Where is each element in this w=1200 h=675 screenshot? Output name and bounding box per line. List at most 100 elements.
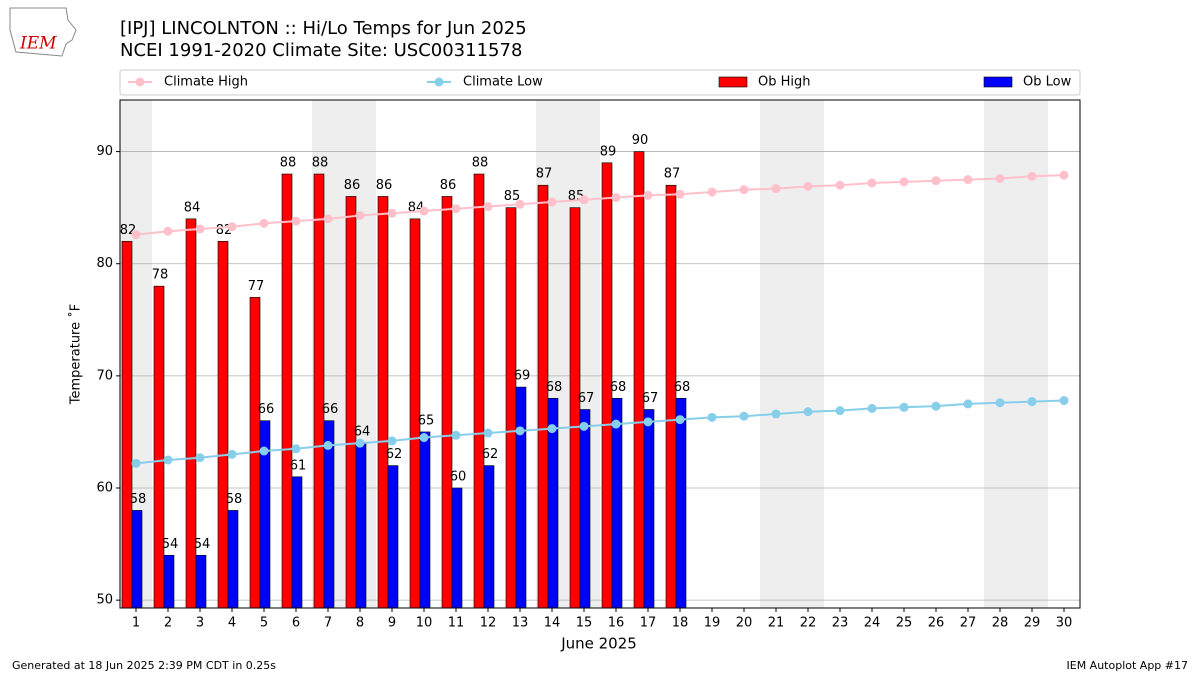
data-label: 60 <box>450 470 467 485</box>
data-label: 87 <box>536 167 553 182</box>
data-label: 88 <box>280 156 297 171</box>
point <box>131 458 141 468</box>
bar <box>665 184 677 609</box>
x-tick-label: 1 <box>132 616 140 631</box>
data-label: 54 <box>194 537 211 552</box>
point <box>931 401 941 411</box>
data-label: 58 <box>226 492 243 507</box>
x-tick-label: 30 <box>1056 616 1073 631</box>
point <box>515 426 525 436</box>
point <box>387 208 397 218</box>
data-label: 78 <box>152 268 169 283</box>
data-label: 88 <box>472 156 489 171</box>
point <box>931 176 941 186</box>
bar <box>569 207 581 609</box>
bar <box>451 487 463 609</box>
x-tick-label: 24 <box>864 616 881 631</box>
x-tick-label: 14 <box>544 616 561 631</box>
point <box>707 187 717 197</box>
bar <box>675 397 687 609</box>
bar <box>291 476 303 609</box>
bar <box>515 386 527 609</box>
x-tick-label: 16 <box>608 616 625 631</box>
point <box>611 419 621 429</box>
point <box>483 428 493 438</box>
weekend-shading <box>120 100 1048 608</box>
x-tick-label: 19 <box>704 616 721 631</box>
x-tick-label: 8 <box>356 616 364 631</box>
y-tick-label: 60 <box>96 481 113 496</box>
x-tick-label: 18 <box>672 616 689 631</box>
x-tick-label: 6 <box>292 616 300 631</box>
data-label: 89 <box>600 144 617 159</box>
point <box>547 424 557 434</box>
logo: IEM <box>9 7 77 57</box>
point <box>259 446 269 456</box>
point <box>227 449 237 459</box>
point <box>291 444 301 454</box>
x-tick-label: 26 <box>928 616 945 631</box>
point <box>643 417 653 427</box>
bar <box>355 442 367 609</box>
x-tick-label: 11 <box>448 616 465 631</box>
point <box>867 178 877 188</box>
x-tick-label: 7 <box>324 616 332 631</box>
legend-marker <box>135 77 145 87</box>
data-label: 68 <box>610 380 627 395</box>
data-label: 86 <box>440 178 457 193</box>
point <box>835 180 845 190</box>
point <box>739 185 749 195</box>
y-tick-label: 50 <box>96 593 113 608</box>
data-label: 85 <box>504 189 521 204</box>
legend-box <box>119 69 1081 96</box>
bar <box>643 409 655 609</box>
data-label: 68 <box>546 380 563 395</box>
bar <box>281 173 293 609</box>
data-label: 64 <box>354 425 371 440</box>
logo-text: IEM <box>19 34 57 54</box>
y-tick-label: 90 <box>96 144 113 159</box>
point <box>483 202 493 212</box>
point <box>163 226 173 236</box>
data-label: 88 <box>312 156 329 171</box>
point <box>547 197 557 207</box>
footer-left: Generated at 18 Jun 2025 2:39 PM CDT in … <box>12 659 276 672</box>
legend-swatch <box>718 76 748 88</box>
data-label: 68 <box>674 380 691 395</box>
point <box>675 415 685 425</box>
point <box>611 193 621 203</box>
legend-label: Climate Low <box>463 75 543 90</box>
point <box>131 230 141 240</box>
x-tick-label: 20 <box>736 616 753 631</box>
data-label: 66 <box>322 402 339 417</box>
legend-swatch <box>983 76 1013 88</box>
point <box>419 206 429 216</box>
point <box>451 204 461 214</box>
point <box>867 403 877 413</box>
bar <box>505 207 517 609</box>
bar <box>441 196 453 609</box>
point <box>963 399 973 409</box>
bar <box>611 397 623 609</box>
legend-label: Climate High <box>164 75 248 90</box>
x-tick-label: 22 <box>800 616 817 631</box>
x-tick-label: 4 <box>228 616 236 631</box>
bar <box>345 196 357 609</box>
x-tick-label: 27 <box>960 616 977 631</box>
data-label: 84 <box>184 200 201 215</box>
bar <box>579 409 591 609</box>
chart-title: [IPJ] LINCOLNTON :: Hi/Lo Temps for Jun … <box>120 18 527 39</box>
legend-label: Ob Low <box>1023 75 1072 90</box>
x-axis-label: June 2025 <box>560 635 637 653</box>
point <box>451 430 461 440</box>
point <box>643 190 653 200</box>
y-axis-label: Temperature ˚F <box>68 304 84 405</box>
point <box>419 433 429 443</box>
point <box>995 398 1005 408</box>
data-label: 67 <box>578 391 595 406</box>
data-label: 66 <box>258 402 275 417</box>
point <box>995 173 1005 183</box>
bar <box>313 173 325 609</box>
y-tick-label: 70 <box>96 368 113 383</box>
x-tick-label: 23 <box>832 616 849 631</box>
